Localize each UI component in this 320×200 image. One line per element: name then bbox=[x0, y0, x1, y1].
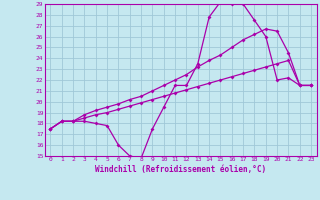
X-axis label: Windchill (Refroidissement éolien,°C): Windchill (Refroidissement éolien,°C) bbox=[95, 165, 266, 174]
